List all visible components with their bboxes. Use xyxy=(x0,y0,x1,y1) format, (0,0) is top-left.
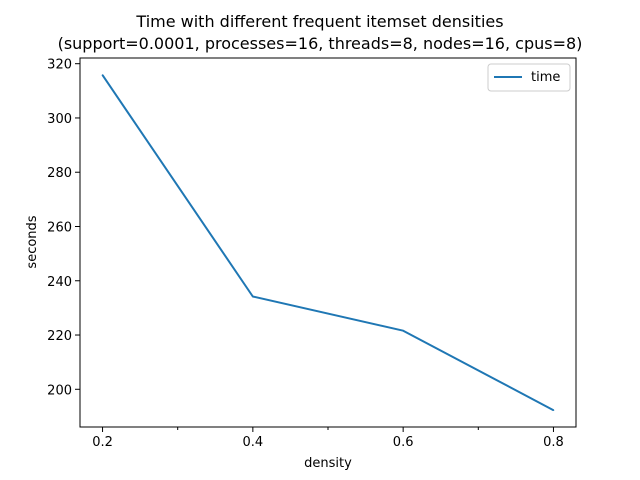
y-axis-label: seconds xyxy=(25,215,40,268)
legend-box xyxy=(487,63,571,92)
x-tick-label: 0.2 xyxy=(92,435,113,450)
chart-subtitle: (support=0.0001, processes=16, threads=8… xyxy=(58,34,583,53)
x-tick-label: 0.6 xyxy=(393,435,414,450)
y-tick-label: 240 xyxy=(47,275,72,290)
data-point xyxy=(552,409,555,411)
y-tick-label: 220 xyxy=(47,329,72,344)
y-tick-label: 300 xyxy=(47,112,72,127)
data-point xyxy=(101,74,104,76)
data-point xyxy=(402,329,404,332)
y-tick-label: 260 xyxy=(47,220,72,235)
plot-area-frame xyxy=(79,57,577,428)
y-tick-label: 200 xyxy=(47,383,72,398)
x-axis-label: density xyxy=(304,456,352,471)
data-point xyxy=(252,295,254,298)
legend: time xyxy=(487,63,571,92)
y-tick-label: 320 xyxy=(47,58,72,73)
x-tick-label: 0.4 xyxy=(243,435,264,450)
axis-ticks: 0.2 0.4 0.6 0.8 200 220 240 260 280 300 320 xyxy=(47,58,564,450)
series-line-time xyxy=(101,74,554,412)
chart-title: Time with different frequent itemset den… xyxy=(135,12,503,31)
x-tick-label: 0.8 xyxy=(543,435,564,450)
legend-label-time: time xyxy=(531,70,560,85)
y-tick-label: 280 xyxy=(47,166,72,181)
plot-series xyxy=(101,74,555,412)
